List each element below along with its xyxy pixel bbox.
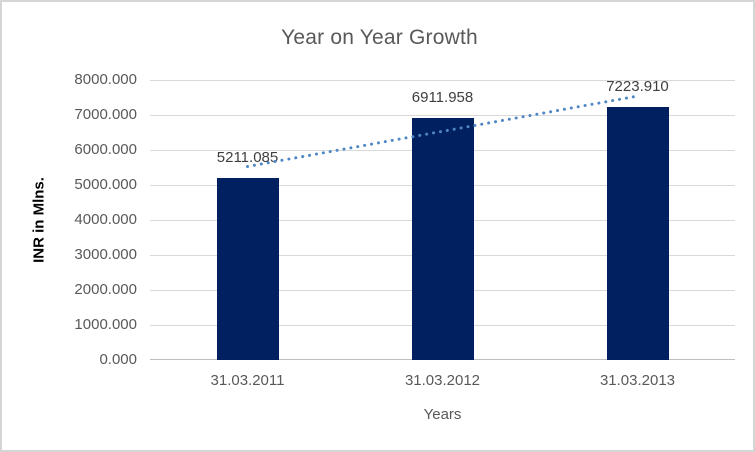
- y-tick-label: 6000.000: [74, 141, 137, 158]
- trendline: [246, 94, 639, 169]
- trendline-layer: [246, 94, 639, 169]
- bar-31.03.2012: [411, 118, 474, 360]
- y-tick-label: 0.000: [99, 351, 137, 368]
- x-tick-label: 31.03.2012: [404, 372, 481, 389]
- data-label: 7223.910: [606, 78, 669, 96]
- x-tick-label: 31.03.2011: [210, 372, 285, 389]
- y-axis-tick-labels: 0.000 1000.000 2000.000 3000.000 4000.000 500…: [2, 71, 137, 368]
- y-tick-label: 1000.000: [74, 316, 137, 333]
- y-tick-label: 4000.000: [74, 211, 137, 228]
- plot-area: 5211.085 6911.958 7223.910: [150, 78, 735, 360]
- y-tick-label: 5000.000: [74, 176, 137, 193]
- chart-title: Year on Year Growth: [281, 26, 478, 49]
- bar-31.03.2013: [606, 107, 669, 360]
- y-tick-label: 8000.000: [74, 71, 137, 88]
- y-tick-label: 2000.000: [74, 281, 137, 298]
- data-label: 5211.085: [216, 148, 279, 166]
- gridline: [150, 80, 735, 81]
- bar-31.03.2011: [216, 177, 279, 360]
- x-axis-tick-labels: 31.03.2011 31.03.2012 31.03.2013: [150, 372, 735, 390]
- y-tick-label: 3000.000: [74, 246, 137, 263]
- data-label: 6911.958: [411, 89, 474, 107]
- gridline: [150, 115, 735, 116]
- x-axis-title: Years: [423, 406, 462, 423]
- y-tick-label: 7000.000: [74, 106, 137, 123]
- x-tick-label: 31.03.2013: [599, 372, 676, 389]
